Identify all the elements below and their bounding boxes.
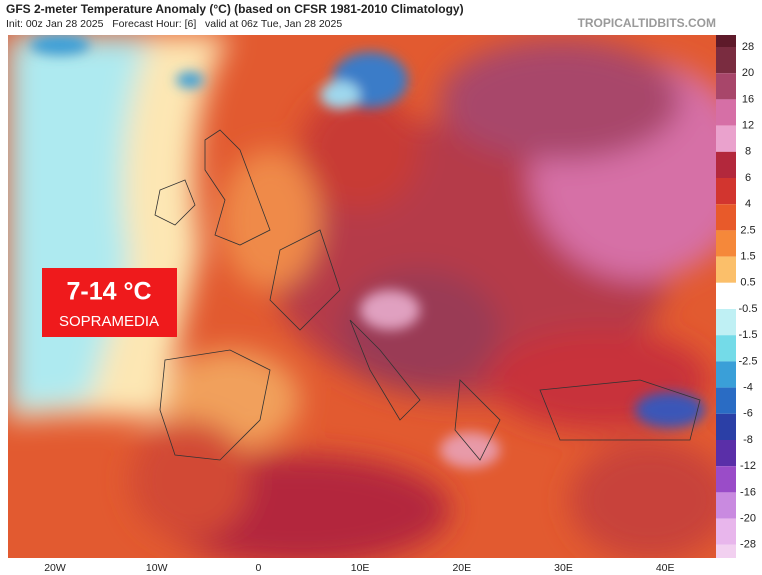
overlay-label: SOPRAMEDIA [59, 313, 159, 330]
colorbar-cell [716, 204, 736, 231]
colorbar-cell [716, 413, 736, 440]
colorbar-label: 8 [745, 146, 751, 158]
longitude-label: 40E [656, 562, 675, 574]
colorbar-label: 2.5 [740, 224, 755, 236]
colorbar-cell [716, 35, 736, 47]
colorbar-cell [716, 230, 736, 257]
colorbar-cell [716, 256, 736, 283]
watermark: TROPICALTIDBITS.COM [578, 16, 716, 30]
colorbar-cell [716, 73, 736, 100]
subtitle: Init: 00z Jan 28 2025 Forecast Hour: [6]… [6, 18, 342, 30]
colorbar-label: -2.5 [739, 355, 758, 367]
longitude-label: 30E [554, 562, 573, 574]
colorbar-label: -6 [743, 408, 753, 420]
colorbar-label: -8 [743, 434, 753, 446]
colorbar-label: -1.5 [739, 329, 758, 341]
colorbar-cell [716, 544, 736, 558]
longitude-label: 20W [44, 562, 66, 574]
colorbar-label: -12 [740, 460, 756, 472]
colorbar-cell [716, 335, 736, 362]
colorbar-cell [716, 466, 736, 493]
overlay-box [42, 268, 177, 337]
colorbar-label: 4 [745, 198, 751, 210]
colorbar-label: 1.5 [740, 251, 755, 263]
colorbar-cell [716, 178, 736, 205]
title: GFS 2-meter Temperature Anomaly (°C) (ba… [6, 2, 464, 16]
colorbar-label: -0.5 [739, 303, 758, 315]
colorbar-cell [716, 125, 736, 152]
colorbar-label: 6 [745, 172, 751, 184]
coastlines [154, 129, 701, 461]
colorbar-label: 0.5 [740, 277, 755, 289]
colorbar-cell [716, 282, 736, 309]
colorbar-label: -16 [740, 486, 756, 498]
colorbar-cell [716, 47, 736, 74]
colorbar-label: 12 [742, 120, 754, 132]
colorbar-cell [716, 151, 736, 178]
colorbar-label: -4 [743, 382, 753, 394]
colorbar-label: 20 [742, 67, 754, 79]
longitude-label: 10W [146, 562, 168, 574]
colorbar-label: -20 [740, 513, 756, 525]
colorbar-cell [716, 518, 736, 545]
longitude-labels: 20W 10W 0 10E 20E 30E 40E [44, 562, 674, 574]
overlay-value: 7-14 °C [66, 278, 151, 306]
longitude-label: 10E [351, 562, 370, 574]
colorbar-cell [716, 440, 736, 467]
longitude-label: 20E [452, 562, 471, 574]
longitude-label: 0 [255, 562, 261, 574]
colorbar-label: 16 [742, 93, 754, 105]
colorbar-cell [716, 99, 736, 126]
colorbar: 28 20 16 12 8 6 4 2.5 1.5 0.5 -0.5 -1.5 -2.5 -4 -6 -8 -1… [716, 35, 757, 558]
colorbar-cell [716, 492, 736, 519]
colorbar-label: 28 [742, 41, 754, 53]
colorbar-label: -28 [740, 539, 756, 551]
colorbar-cell [716, 387, 736, 414]
colorbar-cell [716, 361, 736, 388]
colorbar-cell [716, 309, 736, 336]
